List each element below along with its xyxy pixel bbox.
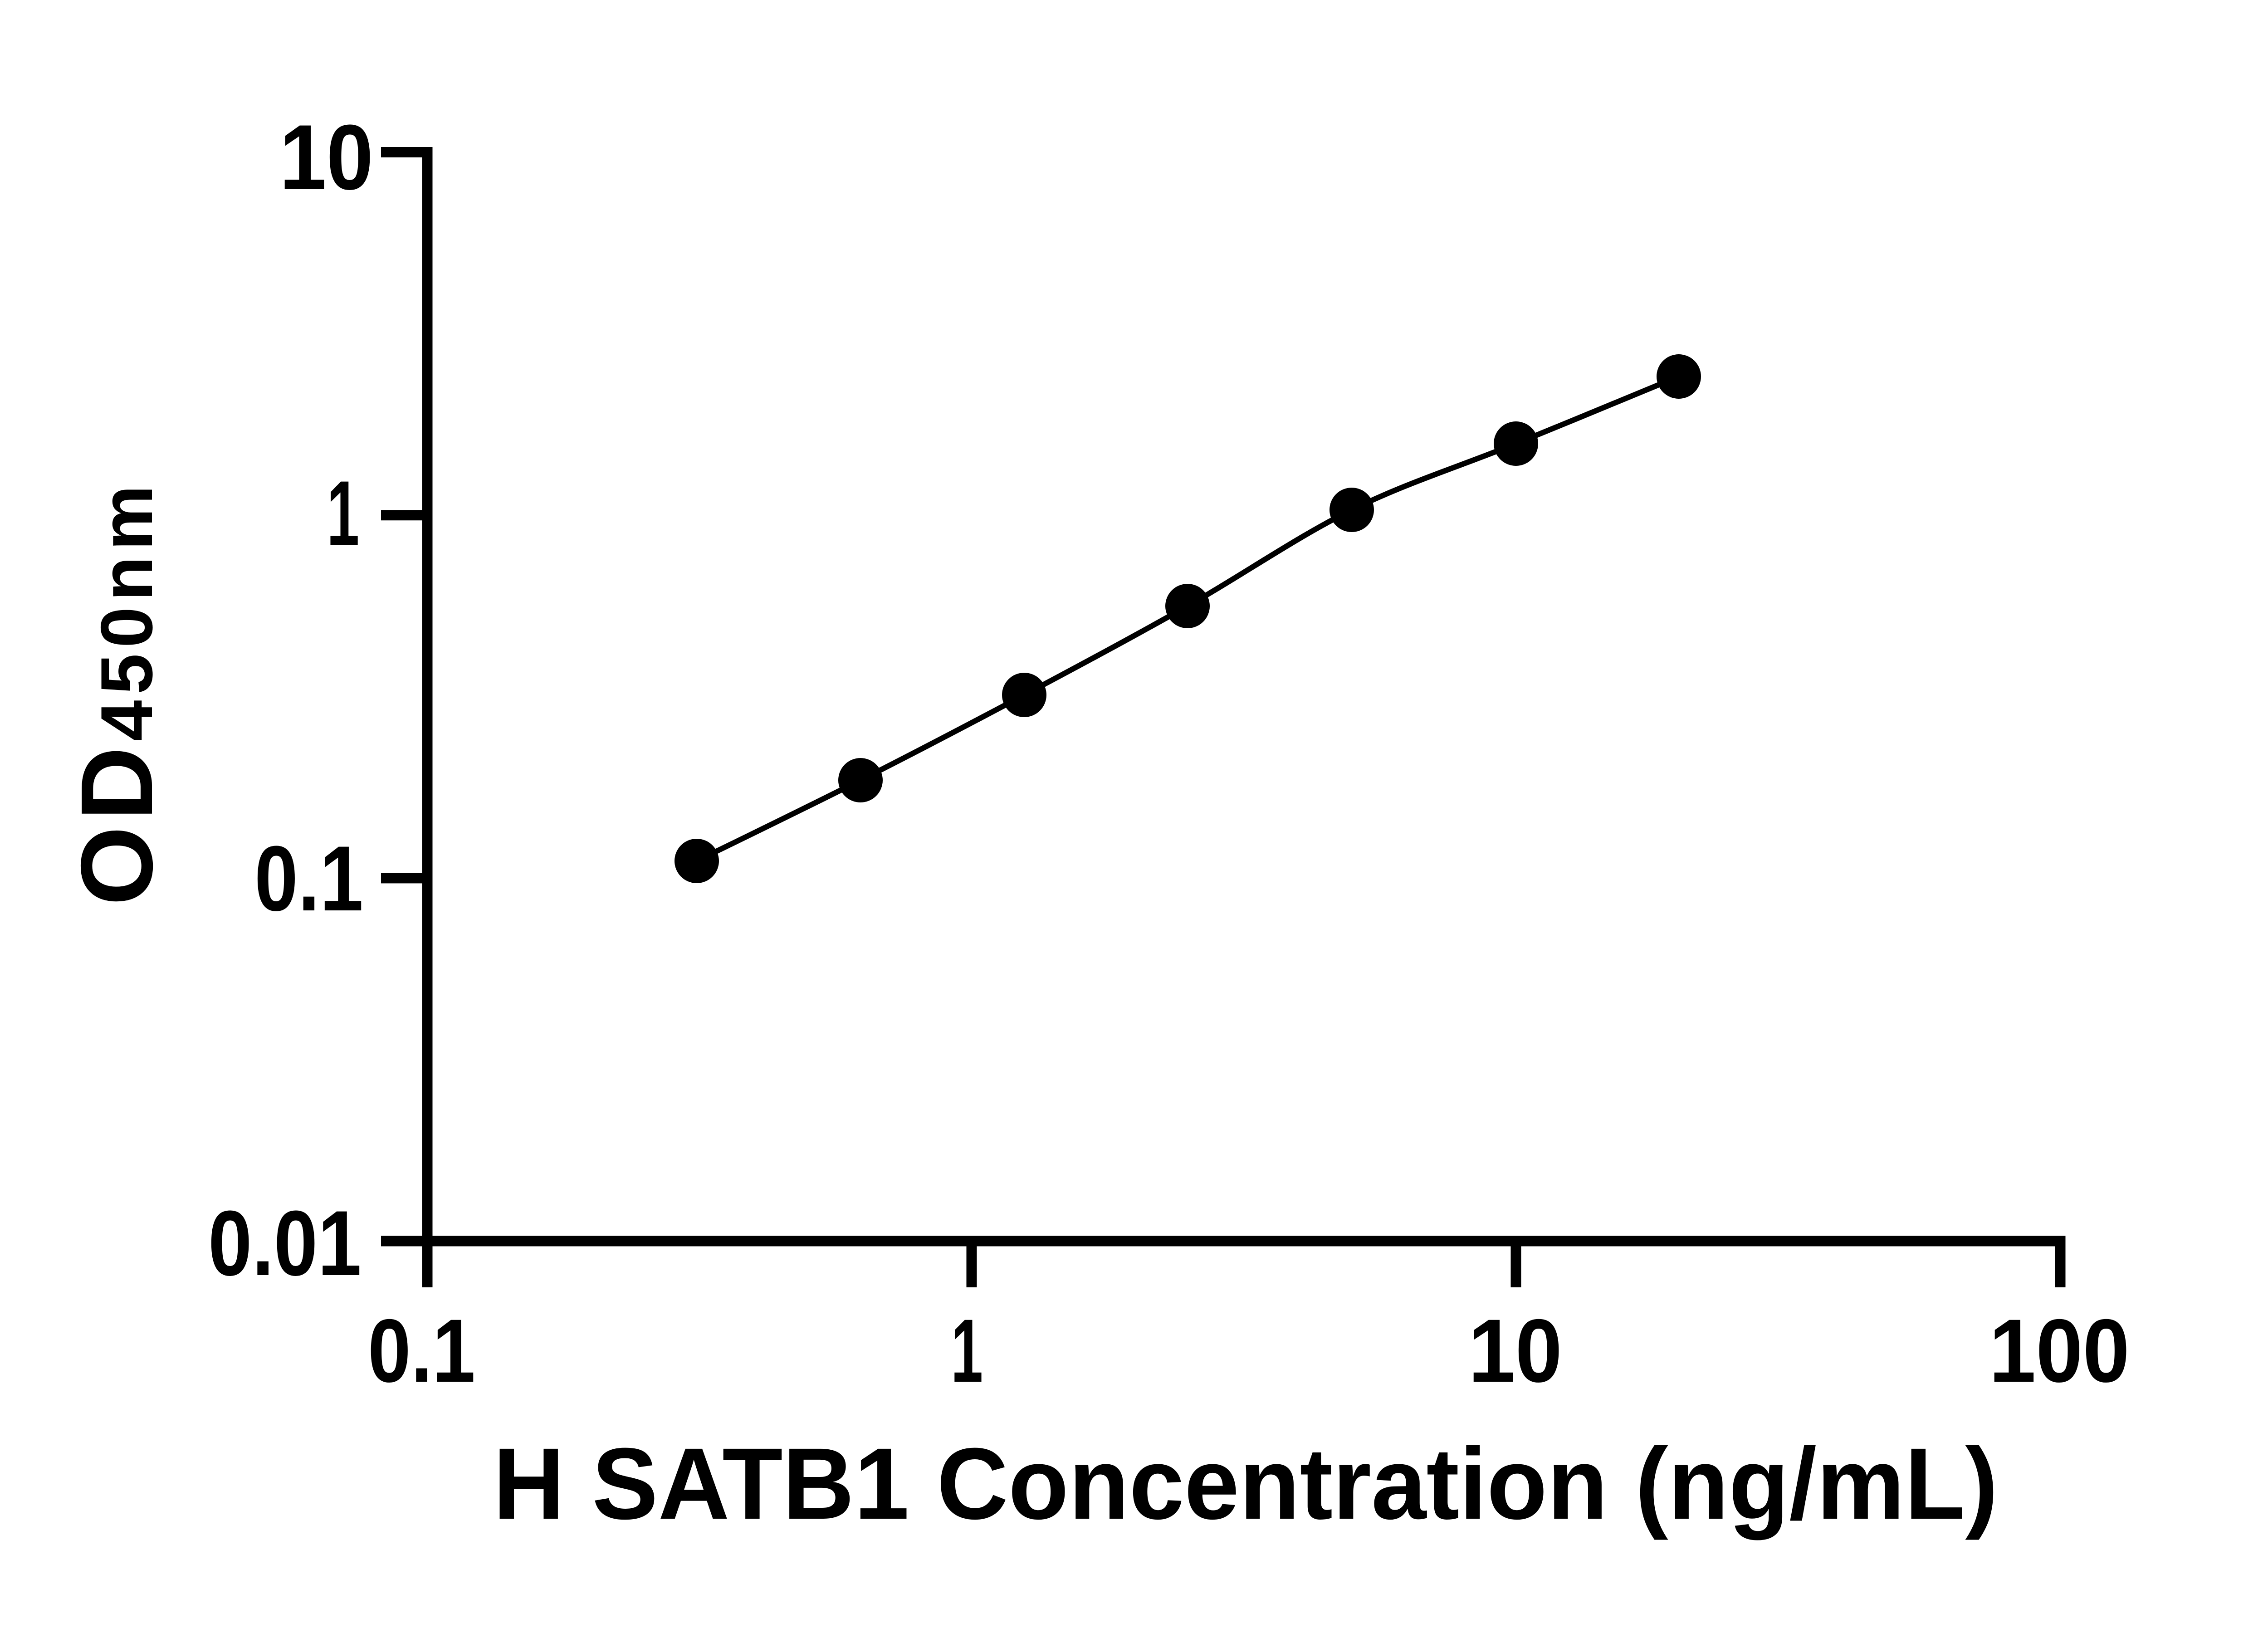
svg-text:1: 1 [951,1301,983,1401]
svg-text:0.1: 0.1 [368,1301,475,1401]
svg-text:1: 1 [327,462,359,565]
svg-text:10: 10 [1468,1301,1562,1401]
svg-text:0.1: 0.1 [254,827,363,930]
svg-text:H SATB1 Concentration (ng/mL): H SATB1 Concentration (ng/mL) [493,1427,1998,1540]
svg-text:100: 100 [1989,1301,2130,1401]
svg-text:0.01: 0.01 [208,1192,362,1295]
svg-text:10: 10 [279,106,373,209]
